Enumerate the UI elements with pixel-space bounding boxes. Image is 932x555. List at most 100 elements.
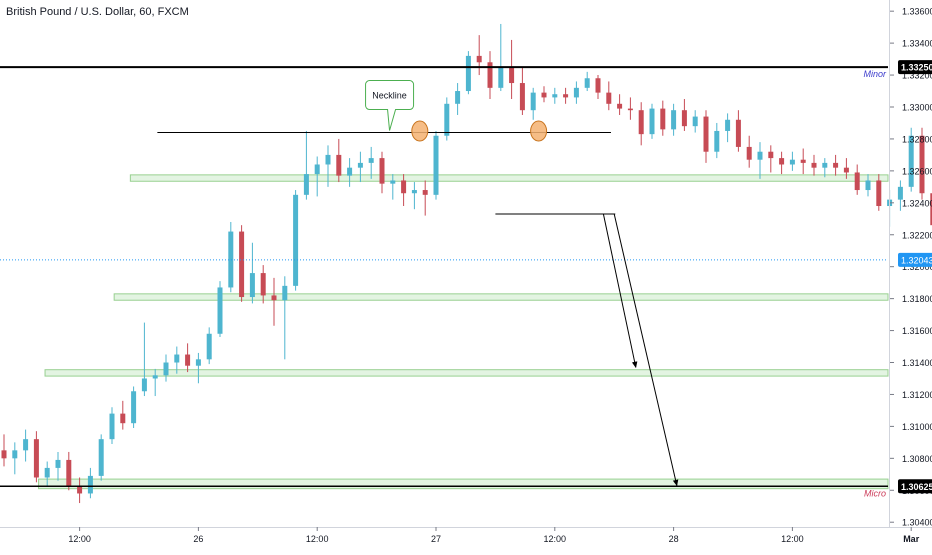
- candle-body: [56, 460, 61, 468]
- candle-body: [758, 152, 763, 160]
- y-tick-label: 1.31200: [902, 390, 932, 400]
- candle-body: [844, 168, 849, 173]
- y-tick-label: 1.33400: [902, 39, 932, 49]
- candle-body: [444, 104, 449, 136]
- y-tick-label: 1.31800: [902, 294, 932, 304]
- candle-body: [520, 83, 525, 110]
- candle: [228, 222, 233, 292]
- candle-body: [293, 195, 298, 286]
- candle-body: [142, 378, 147, 391]
- candle-body: [153, 375, 158, 378]
- candle-body: [466, 56, 471, 91]
- candle-body: [218, 287, 223, 333]
- candle-body: [369, 158, 374, 163]
- x-tick-label: 12:00: [306, 534, 329, 544]
- candle-body: [261, 273, 266, 295]
- candle-body: [196, 359, 201, 365]
- candle-body: [336, 155, 341, 176]
- candle-body: [120, 414, 125, 424]
- badge-text: 1.30625: [901, 482, 932, 492]
- candle-body: [282, 286, 287, 300]
- candle-body: [542, 93, 547, 98]
- y-tick-label: 1.32200: [902, 230, 932, 240]
- candle-body: [855, 172, 860, 190]
- candle-body: [725, 120, 730, 131]
- minor-level-label: Minor: [863, 69, 887, 79]
- candle-body: [866, 180, 871, 190]
- badge-text: 1.33250: [901, 63, 932, 73]
- candle-body: [833, 163, 838, 168]
- candle-body: [423, 190, 428, 195]
- support-zone[interactable]: [45, 370, 888, 376]
- candle-body: [714, 131, 719, 152]
- support-zone[interactable]: [114, 294, 888, 300]
- candle-body: [358, 163, 363, 168]
- candle-body: [390, 180, 395, 183]
- candle-body: [812, 163, 817, 168]
- candle-body: [876, 180, 881, 206]
- candle-body: [585, 78, 590, 88]
- candle-body: [650, 109, 655, 135]
- y-tick-label: 1.31400: [902, 358, 932, 368]
- y-tick-label: 1.32400: [902, 198, 932, 208]
- x-tick-label: Mar: [903, 534, 920, 544]
- candle-body: [747, 147, 752, 160]
- candle-body: [671, 110, 676, 129]
- x-tick-label: 12:00: [781, 534, 804, 544]
- candle-body: [552, 94, 557, 97]
- candle: [218, 281, 223, 337]
- y-tick-label: 1.32800: [902, 134, 932, 144]
- minor-price-badge: 1.33250: [898, 60, 932, 74]
- candle-body: [477, 56, 482, 62]
- candle-body: [736, 120, 741, 147]
- candle: [650, 104, 655, 139]
- candle-body: [239, 232, 244, 297]
- candle-body: [110, 414, 115, 440]
- candle-body: [304, 174, 309, 195]
- y-tick-label: 1.31000: [902, 422, 932, 432]
- candle-body: [779, 158, 784, 164]
- support-zone[interactable]: [130, 175, 888, 181]
- candle-body: [23, 439, 28, 450]
- shoulder-marker[interactable]: [531, 121, 547, 141]
- candle-body: [228, 232, 233, 288]
- candle-body: [617, 104, 622, 109]
- x-tick-label: 27: [431, 534, 441, 544]
- candle: [239, 225, 244, 302]
- candle-body: [99, 439, 104, 476]
- candle-body: [434, 136, 439, 195]
- x-tick-label: 26: [193, 534, 203, 544]
- candle-body: [660, 109, 665, 130]
- candle: [466, 51, 471, 94]
- shoulder-marker[interactable]: [412, 121, 428, 141]
- x-tick-label: 28: [669, 534, 679, 544]
- candle-body: [790, 160, 795, 165]
- candle-body: [66, 460, 71, 486]
- candle-body: [639, 110, 644, 134]
- candle-body: [174, 355, 179, 363]
- candle: [293, 190, 298, 291]
- candle: [99, 434, 104, 480]
- candle-body: [498, 67, 503, 88]
- candle-body: [185, 355, 190, 366]
- candle-body: [34, 439, 39, 477]
- micro-price-badge: 1.30625: [898, 479, 932, 493]
- chart-title: British Pound / U.S. Dollar, 60, FXCM: [6, 6, 189, 18]
- support-zone[interactable]: [39, 479, 888, 489]
- candle-body: [207, 334, 212, 360]
- candle-body: [574, 88, 579, 98]
- y-tick-label: 1.30800: [902, 454, 932, 464]
- candle-body: [509, 67, 514, 83]
- candle-body: [531, 93, 536, 111]
- candle-body: [12, 450, 17, 458]
- candle-body: [822, 163, 827, 168]
- candle-body: [380, 158, 385, 184]
- current-price-badge: 1.32043: [898, 253, 932, 267]
- candle-body: [455, 91, 460, 104]
- y-tick-label: 1.30400: [902, 518, 932, 528]
- candle-body: [682, 110, 687, 126]
- candle-body: [563, 94, 568, 97]
- candle-body: [606, 93, 611, 104]
